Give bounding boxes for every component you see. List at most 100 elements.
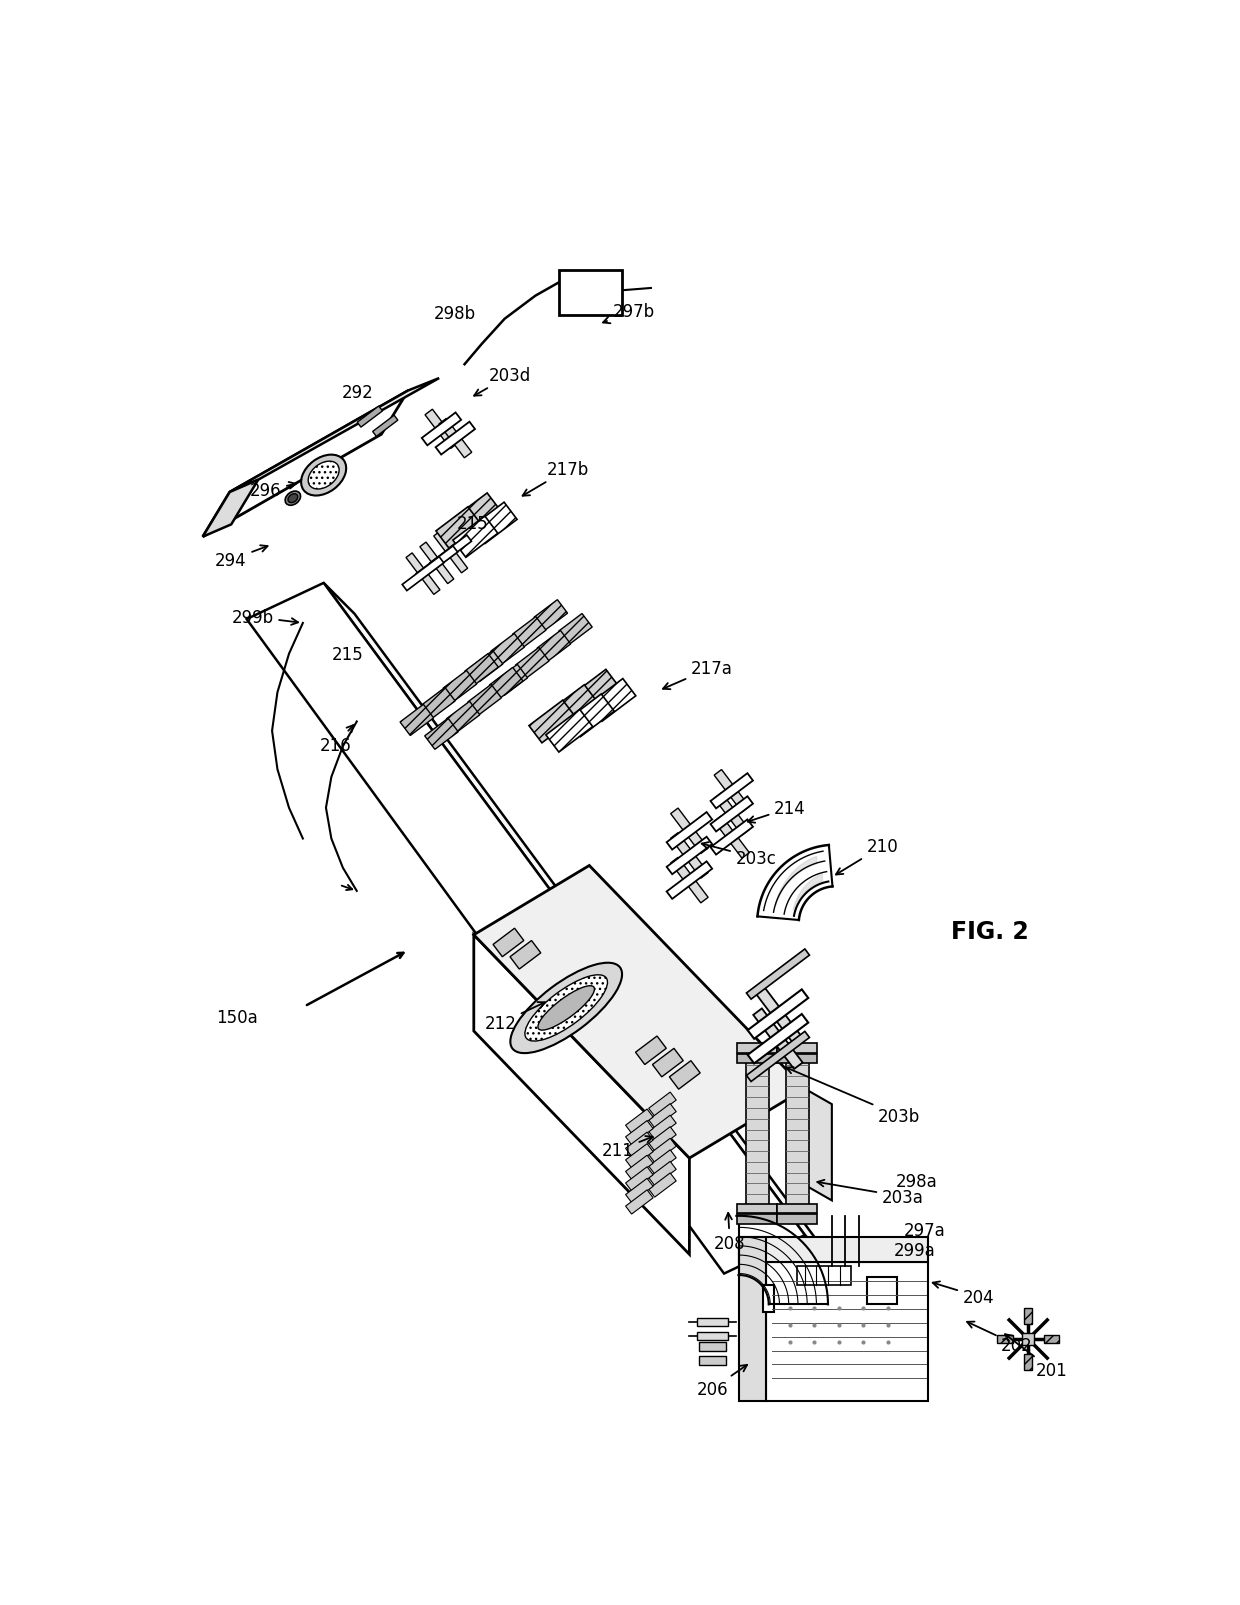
Bar xyxy=(777,1054,817,1064)
Bar xyxy=(649,1151,676,1175)
Bar xyxy=(430,536,471,570)
Bar xyxy=(469,652,503,682)
Bar xyxy=(649,1173,676,1197)
Bar xyxy=(625,1109,653,1133)
Text: 294: 294 xyxy=(215,546,268,570)
Text: 298b: 298b xyxy=(434,305,476,323)
Text: 297a: 297a xyxy=(904,1221,945,1239)
Bar xyxy=(711,774,753,809)
Bar xyxy=(1024,1308,1032,1324)
Bar xyxy=(1023,1334,1034,1345)
Text: 215: 215 xyxy=(456,515,489,533)
Bar xyxy=(546,709,593,753)
Bar xyxy=(777,1215,817,1223)
Polygon shape xyxy=(766,1262,928,1401)
Text: 203b: 203b xyxy=(786,1067,920,1125)
Bar xyxy=(357,406,382,429)
Bar xyxy=(490,668,523,700)
Polygon shape xyxy=(474,936,689,1255)
Ellipse shape xyxy=(285,491,300,506)
Bar xyxy=(753,984,802,1045)
Bar xyxy=(453,517,497,559)
Text: 214: 214 xyxy=(748,799,806,823)
Bar xyxy=(649,1127,676,1151)
Bar xyxy=(402,557,444,591)
Bar xyxy=(737,1204,777,1213)
Bar xyxy=(625,1133,653,1157)
Bar xyxy=(373,416,398,437)
Text: 297b: 297b xyxy=(603,303,655,324)
Bar xyxy=(491,634,525,664)
Bar xyxy=(667,838,712,875)
Bar xyxy=(746,1032,810,1082)
Text: 299a: 299a xyxy=(894,1242,935,1260)
Ellipse shape xyxy=(511,963,622,1053)
Bar xyxy=(777,1043,817,1053)
Bar xyxy=(649,1138,676,1162)
Text: 210: 210 xyxy=(836,838,898,875)
Text: 150a: 150a xyxy=(216,1008,258,1027)
Bar xyxy=(559,615,593,645)
Bar xyxy=(422,689,455,719)
Text: 201: 201 xyxy=(1006,1334,1068,1379)
Bar xyxy=(711,820,753,855)
Bar xyxy=(455,494,500,534)
Text: 208: 208 xyxy=(714,1213,745,1252)
Ellipse shape xyxy=(538,985,594,1030)
Bar xyxy=(439,419,471,459)
Bar xyxy=(625,1191,653,1215)
Text: 203d: 203d xyxy=(474,368,532,396)
Text: 292: 292 xyxy=(341,384,373,401)
Bar xyxy=(434,531,467,573)
Bar xyxy=(572,669,619,713)
Bar xyxy=(748,1014,808,1064)
Bar xyxy=(425,409,458,449)
Bar xyxy=(745,1046,769,1217)
Bar xyxy=(649,1162,676,1186)
Bar xyxy=(551,685,598,729)
Bar xyxy=(667,862,712,899)
Text: 217a: 217a xyxy=(663,660,733,690)
Text: 203c: 203c xyxy=(702,843,776,867)
Bar xyxy=(714,770,749,812)
Text: 211: 211 xyxy=(603,1136,652,1160)
Bar xyxy=(649,1104,676,1128)
Bar xyxy=(714,817,749,859)
Bar xyxy=(748,990,808,1038)
Bar xyxy=(510,941,541,969)
Bar xyxy=(568,695,614,737)
Bar xyxy=(697,1318,728,1326)
Polygon shape xyxy=(805,1090,832,1201)
Bar xyxy=(746,950,810,1000)
Polygon shape xyxy=(324,584,836,1266)
Bar xyxy=(401,705,434,737)
Text: FIG. 2: FIG. 2 xyxy=(951,920,1028,944)
Text: 298a: 298a xyxy=(895,1172,937,1191)
Bar xyxy=(417,547,458,581)
Bar xyxy=(667,812,712,851)
Bar xyxy=(625,1178,653,1202)
Text: 202: 202 xyxy=(967,1323,1033,1355)
Ellipse shape xyxy=(288,494,298,504)
Bar xyxy=(670,1061,701,1090)
Bar xyxy=(737,1215,777,1223)
Polygon shape xyxy=(739,1237,766,1401)
Text: 299b: 299b xyxy=(232,608,298,626)
Polygon shape xyxy=(867,1278,898,1305)
Text: 204: 204 xyxy=(932,1282,994,1306)
Ellipse shape xyxy=(309,462,339,490)
Bar xyxy=(671,833,708,878)
Bar xyxy=(435,422,475,456)
Bar xyxy=(1044,1335,1059,1343)
Polygon shape xyxy=(203,480,258,538)
Bar xyxy=(494,929,523,957)
Bar xyxy=(711,796,753,831)
Bar xyxy=(699,1342,725,1351)
Ellipse shape xyxy=(301,456,346,496)
Bar xyxy=(997,1335,1013,1343)
Bar xyxy=(625,1144,653,1168)
Polygon shape xyxy=(247,584,805,1274)
Text: 296: 296 xyxy=(249,482,296,501)
Ellipse shape xyxy=(525,976,608,1042)
Text: 206: 206 xyxy=(697,1364,746,1398)
